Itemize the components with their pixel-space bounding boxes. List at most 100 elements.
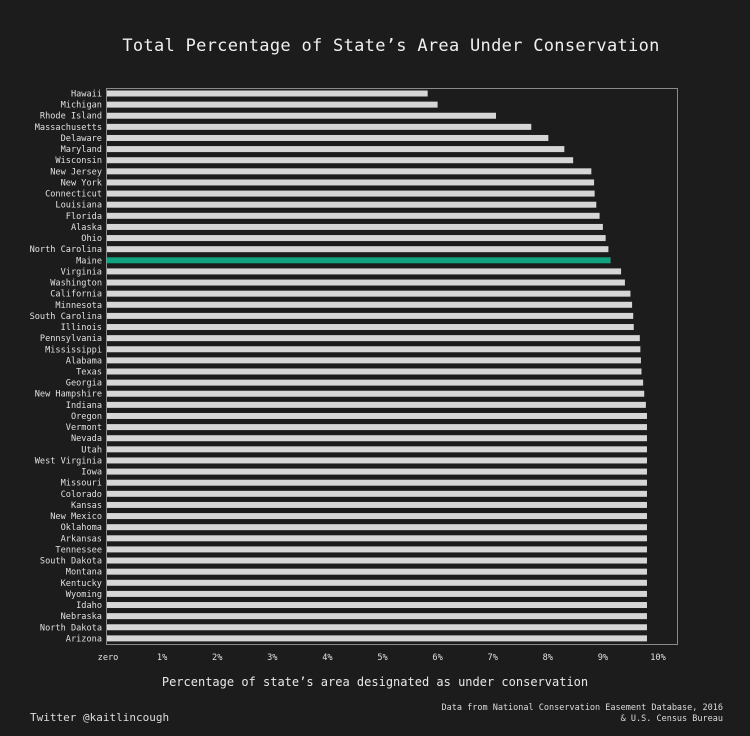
bar-wyoming bbox=[107, 590, 647, 597]
y-tick-label: Idaho bbox=[76, 601, 102, 611]
y-tick-label: Oregon bbox=[71, 412, 102, 422]
bar-virginia bbox=[107, 268, 622, 275]
x-tick-label: 6% bbox=[432, 653, 443, 663]
bar-north-dakota bbox=[107, 624, 647, 631]
y-tick-label: West Virginia bbox=[35, 456, 102, 466]
y-tick-label: Maryland bbox=[61, 145, 102, 155]
y-tick-label: Tennessee bbox=[55, 545, 102, 555]
bar-delaware bbox=[107, 134, 549, 141]
bar-tennessee bbox=[107, 546, 647, 553]
y-tick-label: Maine bbox=[76, 256, 102, 266]
y-tick-label: Ohio bbox=[81, 234, 102, 244]
y-tick-label: Kansas bbox=[71, 501, 102, 511]
bar-minnesota bbox=[107, 301, 633, 308]
y-tick-label: Rhode Island bbox=[40, 112, 102, 122]
chart-title: Total Percentage of State’s Area Under C… bbox=[122, 36, 660, 56]
y-tick-label: California bbox=[50, 290, 102, 300]
bar-illinois bbox=[107, 324, 634, 331]
bar-massachusetts bbox=[107, 123, 532, 130]
bar-south-dakota bbox=[107, 557, 647, 564]
y-tick-label: Virginia bbox=[61, 267, 102, 277]
x-tick-label: 10% bbox=[650, 653, 666, 663]
x-tick-label: 7% bbox=[488, 653, 499, 663]
y-tick-label: Wyoming bbox=[66, 590, 102, 600]
source-line-2: & U.S. Census Bureau bbox=[620, 714, 723, 724]
bar-louisiana bbox=[107, 201, 597, 208]
y-tick-label: South Dakota bbox=[40, 557, 102, 567]
bar-washington bbox=[107, 279, 625, 286]
y-tick-label: Missouri bbox=[61, 479, 102, 489]
bar-oklahoma bbox=[107, 524, 647, 531]
x-tick-label: 3% bbox=[267, 653, 278, 663]
x-tick-label: 9% bbox=[598, 653, 609, 663]
bar-iowa bbox=[107, 468, 647, 475]
bar-arkansas bbox=[107, 535, 647, 542]
bar-new-jersey bbox=[107, 168, 592, 175]
bar-alabama bbox=[107, 357, 641, 364]
bar-west-virginia bbox=[107, 457, 647, 464]
y-tick-label: Nebraska bbox=[61, 612, 102, 622]
bar-pennsylvania bbox=[107, 335, 640, 342]
bar-missouri bbox=[107, 479, 647, 486]
bar-florida bbox=[107, 212, 600, 219]
plot-frame bbox=[106, 88, 678, 645]
y-tick-label: Montana bbox=[66, 568, 102, 578]
y-tick-label: New Mexico bbox=[50, 512, 102, 522]
y-tick-label: New Jersey bbox=[50, 167, 102, 177]
y-tick-label: Louisiana bbox=[55, 201, 102, 211]
y-tick-label: New Hampshire bbox=[35, 390, 102, 400]
y-tick-label: New York bbox=[61, 178, 103, 188]
x-axis-label: Percentage of state’s area designated as… bbox=[161, 675, 589, 689]
bar-mississippi bbox=[107, 346, 641, 353]
bar-maine bbox=[107, 257, 611, 264]
y-tick-label: Kentucky bbox=[61, 579, 102, 589]
bar-new-york bbox=[107, 179, 595, 186]
x-tick-label: 2% bbox=[212, 653, 223, 663]
bar-connecticut bbox=[107, 190, 595, 197]
y-tick-label: Connecticut bbox=[45, 190, 102, 200]
bar-arizona bbox=[107, 635, 647, 642]
y-tick-label: Indiana bbox=[66, 401, 102, 411]
bar-kansas bbox=[107, 501, 647, 508]
bar-alaska bbox=[107, 223, 603, 230]
bar-maryland bbox=[107, 146, 565, 153]
y-tick-label: Florida bbox=[66, 212, 102, 222]
bar-hawaii bbox=[107, 90, 428, 97]
bar-nevada bbox=[107, 435, 647, 442]
twitter-handle: Twitter @kaitlincough bbox=[30, 711, 170, 724]
y-tick-label: Oklahoma bbox=[61, 523, 102, 533]
bar-south-carolina bbox=[107, 312, 634, 319]
y-tick-label: Arizona bbox=[66, 634, 102, 644]
y-tick-label: Delaware bbox=[61, 134, 102, 144]
bar-wisconsin bbox=[107, 157, 574, 164]
x-tick-label: zero bbox=[98, 653, 119, 663]
bar-new-mexico bbox=[107, 513, 647, 520]
bar-texas bbox=[107, 368, 642, 375]
y-tick-label: Nevada bbox=[71, 434, 102, 444]
y-tick-label: Massachusetts bbox=[35, 123, 102, 133]
y-tick-label: Michigan bbox=[61, 101, 102, 111]
y-tick-label: Hawaii bbox=[71, 90, 102, 100]
bar-kentucky bbox=[107, 579, 647, 586]
bar-utah bbox=[107, 446, 647, 453]
y-tick-label: Alabama bbox=[66, 356, 102, 366]
y-tick-label: Vermont bbox=[66, 423, 102, 433]
bar-oregon bbox=[107, 412, 647, 419]
y-tick-label: Utah bbox=[81, 445, 102, 455]
x-tick-label: 4% bbox=[322, 653, 333, 663]
bar-california bbox=[107, 290, 631, 297]
y-tick-label: Colorado bbox=[61, 490, 102, 500]
source-line-1: Data from National Conservation Easement… bbox=[441, 703, 723, 713]
y-tick-label: South Carolina bbox=[30, 312, 102, 322]
x-tick-label: 1% bbox=[157, 653, 168, 663]
y-tick-label: Pennsylvania bbox=[40, 334, 102, 344]
x-tick-label: 8% bbox=[543, 653, 554, 663]
bar-montana bbox=[107, 568, 647, 575]
y-tick-label: North Dakota bbox=[40, 623, 102, 633]
bar-indiana bbox=[107, 401, 646, 408]
bar-georgia bbox=[107, 379, 644, 386]
bar-michigan bbox=[107, 101, 438, 108]
bar-idaho bbox=[107, 602, 647, 609]
y-tick-label: Arkansas bbox=[61, 534, 102, 544]
